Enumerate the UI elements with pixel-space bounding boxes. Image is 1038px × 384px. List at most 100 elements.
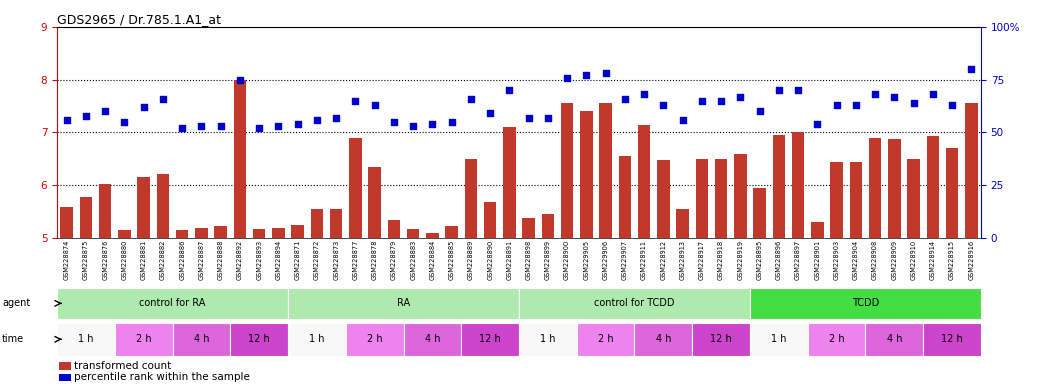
Point [231,76,248,83]
Text: GSM228880: GSM228880 [121,240,128,280]
Bar [927,136,939,238]
Bar [657,160,670,238]
Text: GSM228894: GSM228894 [275,240,281,280]
Text: GSM228889: GSM228889 [468,240,474,280]
Text: control for TCDD: control for TCDD [594,298,675,308]
Point [193,123,210,129]
Text: 2 h: 2 h [366,334,382,344]
Point [867,91,883,98]
Bar [59,374,71,381]
Point [405,123,421,129]
Text: GSM228903: GSM228903 [834,240,840,280]
Point [290,121,306,127]
Bar [577,323,634,356]
Point [905,100,922,106]
Text: GSM228879: GSM228879 [391,240,397,280]
Text: 2 h: 2 h [828,334,844,344]
Text: GSM228900: GSM228900 [564,240,570,280]
Point [809,121,825,127]
Text: GSM228911: GSM228911 [641,240,647,280]
Text: transformed count: transformed count [74,361,171,371]
Text: control for RA: control for RA [139,298,206,308]
Bar [80,197,92,238]
Text: GSM228897: GSM228897 [795,240,801,280]
Bar [599,103,611,238]
Point [58,117,75,123]
Bar [792,132,804,238]
Point [597,70,613,76]
Bar [172,323,230,356]
Point [732,93,748,99]
Text: RA: RA [397,298,410,308]
Bar [215,227,227,238]
Text: 1 h: 1 h [78,334,93,344]
Text: 4 h: 4 h [886,334,902,344]
Point [636,91,653,98]
Text: GDS2965 / Dr.785.1.A1_at: GDS2965 / Dr.785.1.A1_at [57,13,221,26]
Point [675,117,691,123]
Bar [772,135,785,238]
Point [347,98,363,104]
Text: 12 h: 12 h [710,334,732,344]
Bar [889,139,901,238]
Point [578,73,595,79]
Text: GSM228918: GSM228918 [718,240,725,280]
Text: GSM228885: GSM228885 [448,240,455,280]
Point [328,114,345,121]
Bar [522,218,535,238]
Point [174,125,191,131]
Bar [946,148,958,238]
Bar [330,209,343,238]
Bar [115,323,172,356]
Text: GSM229905: GSM229905 [583,240,590,280]
Point [886,93,903,99]
Bar [137,177,149,238]
Bar [923,323,981,356]
Text: GSM228914: GSM228914 [930,240,936,280]
Text: GSM228893: GSM228893 [256,240,263,280]
Point [770,87,787,93]
Text: 12 h: 12 h [480,334,501,344]
Point [847,102,864,108]
Bar [619,156,631,238]
Text: GSM228913: GSM228913 [680,240,685,280]
Bar [754,188,766,238]
Text: GSM228916: GSM228916 [968,240,975,280]
Bar [542,214,554,238]
Bar [310,209,323,238]
Text: GSM228909: GSM228909 [892,240,897,280]
Point [655,102,672,108]
Text: GSM228895: GSM228895 [757,240,763,280]
Point [963,66,980,72]
Bar [519,323,577,356]
Text: 4 h: 4 h [656,334,672,344]
Text: GSM228874: GSM228874 [63,240,70,280]
Text: GSM228881: GSM228881 [141,240,146,280]
Text: agent: agent [2,298,30,308]
Text: 2 h: 2 h [598,334,613,344]
Bar [580,111,593,238]
Text: 12 h: 12 h [941,334,963,344]
Bar [830,162,843,238]
Text: GSM228886: GSM228886 [180,240,185,280]
Point [366,102,383,108]
Point [116,119,133,125]
Point [97,108,113,114]
Text: GSM228884: GSM228884 [430,240,435,280]
Text: GSM228915: GSM228915 [949,240,955,280]
Text: 12 h: 12 h [248,334,270,344]
Bar [811,222,823,238]
Text: GSM228887: GSM228887 [198,240,204,280]
Bar [637,124,651,238]
Point [270,123,286,129]
Text: GSM228873: GSM228873 [333,240,339,280]
Text: GSM228896: GSM228896 [775,240,782,280]
Bar [368,167,381,238]
Point [693,98,710,104]
Bar [965,103,978,238]
Bar [715,159,728,238]
Bar [288,288,519,319]
Bar [234,80,246,238]
Text: time: time [2,334,24,344]
Point [790,87,807,93]
